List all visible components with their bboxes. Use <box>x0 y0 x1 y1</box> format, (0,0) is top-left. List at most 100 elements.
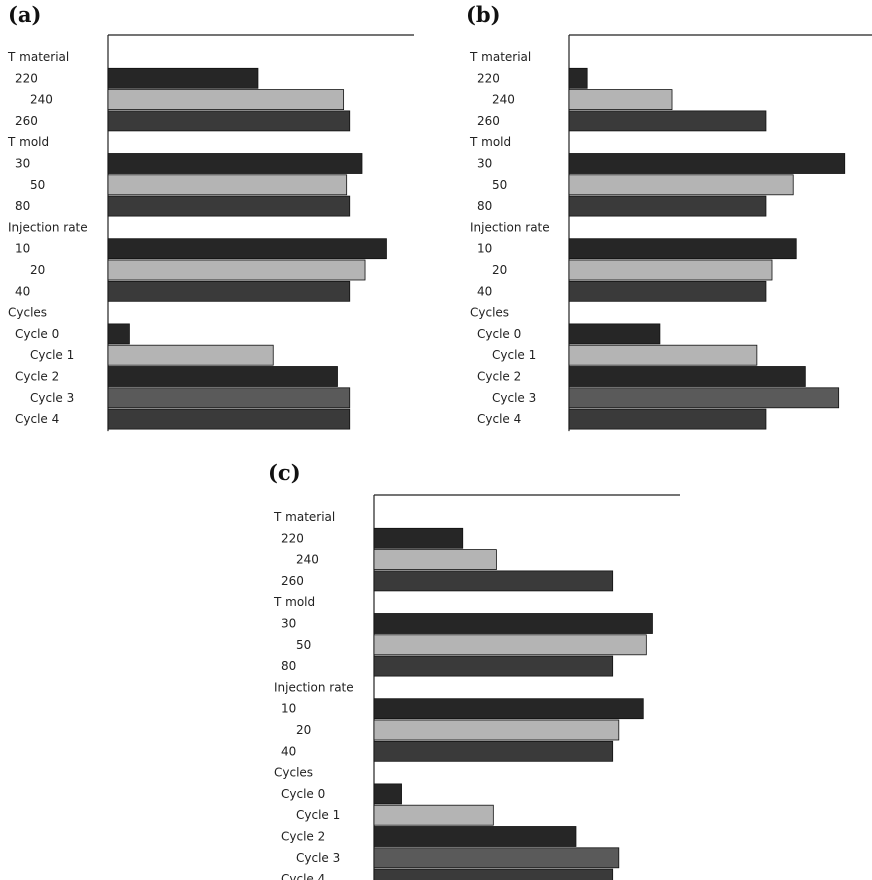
chart-panel-b: (b) T material 220 240 260 T mold 30 50 80 Injec… <box>462 0 872 440</box>
bar-cycle-0 <box>568 323 661 345</box>
tick-label-cycle-2: Cycle 2 <box>15 370 59 384</box>
tick-label-cycle-4: Cycle 4 <box>281 872 325 880</box>
bar-220 <box>107 67 259 89</box>
bar-cycle-3 <box>373 847 620 869</box>
tick-label-260: 260 <box>281 574 304 588</box>
group-label-t-mold: T mold <box>7 135 49 149</box>
tick-label-10: 10 <box>477 242 492 256</box>
tick-label-cycle-2: Cycle 2 <box>281 830 325 844</box>
tick-label-240: 240 <box>296 553 319 567</box>
bar-cycle-1 <box>568 344 758 366</box>
bar-240 <box>107 89 345 110</box>
tick-label-cycle-0: Cycle 0 <box>477 327 521 341</box>
bar-50 <box>568 174 794 196</box>
tick-label-20: 20 <box>296 723 311 737</box>
tick-label-cycle-1: Cycle 1 <box>296 808 340 822</box>
group-label-t-material: T material <box>273 510 335 524</box>
group-label-injection-rate: Injection rate <box>470 220 550 234</box>
tick-label-80: 80 <box>15 199 30 213</box>
bar-cycle-1 <box>373 804 494 826</box>
bar-cycle-0 <box>107 323 130 345</box>
bar-cycle-2 <box>373 826 577 847</box>
bar-30 <box>373 613 653 634</box>
panel-label-b: (b) <box>466 2 501 27</box>
tick-label-cycle-0: Cycle 0 <box>281 787 325 801</box>
bar-cycle-3 <box>568 387 840 409</box>
tick-label-10: 10 <box>281 702 296 716</box>
tick-label-240: 240 <box>30 93 53 107</box>
bar-240 <box>373 549 497 570</box>
group-label-cycles: Cycles <box>274 766 313 780</box>
tick-label-cycle-0: Cycle 0 <box>15 327 59 341</box>
group-label-t-material: T material <box>7 50 69 64</box>
tick-label-220: 220 <box>15 71 38 85</box>
bar-260 <box>373 570 614 592</box>
bar-10 <box>373 698 644 720</box>
tick-label-10: 10 <box>15 242 30 256</box>
panel-label-c: (c) <box>268 460 301 485</box>
bar-220 <box>568 67 588 89</box>
bar-260 <box>568 110 767 132</box>
bar-80 <box>107 195 351 217</box>
tick-label-cycle-1: Cycle 1 <box>30 348 74 362</box>
tick-label-220: 220 <box>281 531 304 545</box>
tick-label-40: 40 <box>281 744 296 758</box>
tick-label-cycle-2: Cycle 2 <box>477 370 521 384</box>
bar-30 <box>107 153 363 174</box>
bar-40 <box>568 280 767 302</box>
tick-label-cycle-3: Cycle 3 <box>296 851 340 865</box>
group-label-t-mold: T mold <box>273 595 315 609</box>
tick-label-80: 80 <box>477 199 492 213</box>
tick-label-40: 40 <box>477 284 492 298</box>
bar-cycle-4 <box>107 408 351 430</box>
bar-40 <box>373 740 614 762</box>
bar-cycle-4 <box>568 408 767 430</box>
bar-40 <box>107 280 351 302</box>
tick-label-20: 20 <box>492 263 507 277</box>
bar-cycle-4 <box>373 868 614 880</box>
group-label-t-material: T material <box>469 50 531 64</box>
group-label-cycles: Cycles <box>470 306 509 320</box>
bar-10 <box>568 238 797 260</box>
group-label-injection-rate: Injection rate <box>274 680 354 694</box>
bar-30 <box>568 153 846 174</box>
bar-cycle-0 <box>373 783 402 805</box>
bar-20 <box>373 719 620 741</box>
tick-label-cycle-3: Cycle 3 <box>492 391 536 405</box>
bar-20 <box>107 259 366 281</box>
bar-10 <box>107 238 387 260</box>
group-label-cycles: Cycles <box>8 306 47 320</box>
tick-label-260: 260 <box>477 114 500 128</box>
bar-cycle-2 <box>568 366 806 387</box>
tick-label-cycle-3: Cycle 3 <box>30 391 74 405</box>
bar-80 <box>373 655 614 677</box>
tick-label-20: 20 <box>30 263 45 277</box>
bar-240 <box>568 89 673 110</box>
bar-cycle-1 <box>107 344 274 366</box>
tick-label-cycle-4: Cycle 4 <box>15 412 59 426</box>
bar-cycle-3 <box>107 387 351 409</box>
bar-50 <box>107 174 348 196</box>
bar-20 <box>568 259 773 281</box>
bar-220 <box>373 527 464 549</box>
tick-label-240: 240 <box>492 93 515 107</box>
tick-label-cycle-1: Cycle 1 <box>492 348 536 362</box>
tick-label-30: 30 <box>281 617 296 631</box>
tick-label-80: 80 <box>281 659 296 673</box>
tick-label-50: 50 <box>492 178 507 192</box>
tick-label-220: 220 <box>477 71 500 85</box>
tick-label-260: 260 <box>15 114 38 128</box>
group-label-t-mold: T mold <box>469 135 511 149</box>
bar-cycle-2 <box>107 366 338 387</box>
chart-panel-a: (a) T material 220 240 260 T mold 30 50 80 Injec… <box>0 0 436 440</box>
group-label-injection-rate: Injection rate <box>8 220 88 234</box>
tick-label-50: 50 <box>296 638 311 652</box>
bar-50 <box>373 634 647 656</box>
tick-label-30: 30 <box>477 157 492 171</box>
panel-label-a: (a) <box>8 2 42 27</box>
tick-label-cycle-4: Cycle 4 <box>477 412 521 426</box>
tick-label-50: 50 <box>30 178 45 192</box>
